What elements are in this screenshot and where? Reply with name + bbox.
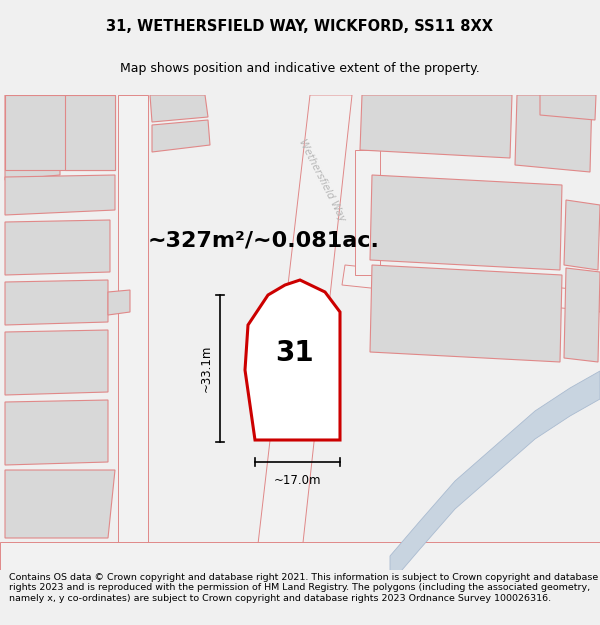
Text: Wethersfield Way: Wethersfield Way: [297, 137, 347, 223]
Polygon shape: [342, 265, 600, 312]
Polygon shape: [370, 265, 562, 362]
Text: ~33.1m: ~33.1m: [200, 345, 213, 392]
Polygon shape: [5, 470, 115, 538]
Polygon shape: [150, 95, 208, 122]
Polygon shape: [5, 400, 108, 465]
Polygon shape: [564, 268, 600, 362]
Text: ~17.0m: ~17.0m: [274, 474, 321, 487]
Polygon shape: [152, 120, 210, 152]
Polygon shape: [355, 150, 380, 275]
Polygon shape: [5, 95, 60, 180]
Polygon shape: [65, 95, 115, 170]
Polygon shape: [564, 200, 600, 270]
Polygon shape: [5, 175, 115, 215]
Polygon shape: [370, 175, 562, 270]
Polygon shape: [5, 220, 110, 275]
Polygon shape: [0, 542, 600, 570]
Text: Contains OS data © Crown copyright and database right 2021. This information is : Contains OS data © Crown copyright and d…: [9, 572, 598, 602]
Polygon shape: [255, 95, 352, 570]
Polygon shape: [540, 95, 596, 120]
Polygon shape: [515, 95, 592, 172]
Polygon shape: [108, 290, 130, 315]
Polygon shape: [5, 330, 108, 395]
Polygon shape: [360, 95, 512, 158]
Text: 31: 31: [275, 339, 314, 367]
Polygon shape: [390, 371, 600, 584]
Polygon shape: [118, 95, 148, 570]
Polygon shape: [245, 280, 340, 440]
Polygon shape: [5, 280, 108, 325]
Text: ~327m²/~0.081ac.: ~327m²/~0.081ac.: [148, 230, 380, 250]
Text: 31, WETHERSFIELD WAY, WICKFORD, SS11 8XX: 31, WETHERSFIELD WAY, WICKFORD, SS11 8XX: [107, 19, 493, 34]
Text: Map shows position and indicative extent of the property.: Map shows position and indicative extent…: [120, 62, 480, 75]
Polygon shape: [5, 95, 115, 170]
